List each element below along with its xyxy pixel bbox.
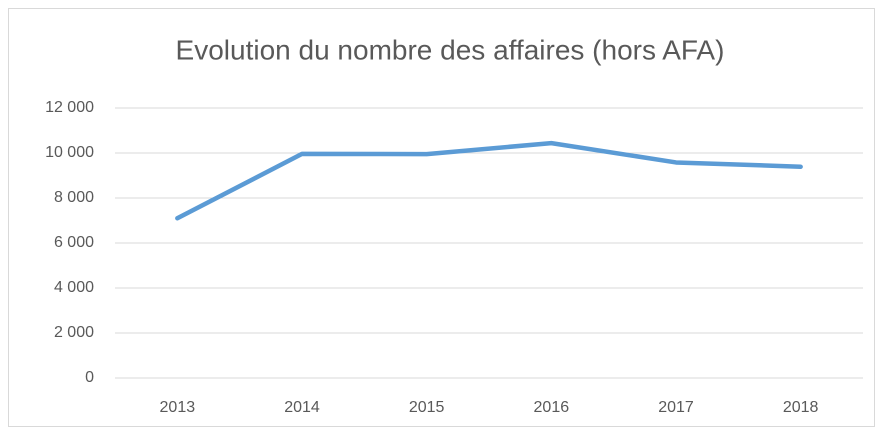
y-tick-label: 2 000 bbox=[54, 324, 94, 341]
series-line bbox=[175, 140, 803, 221]
x-tick-label: 2017 bbox=[658, 399, 694, 416]
x-tick-label: 2016 bbox=[534, 399, 570, 416]
x-tick-label: 2015 bbox=[409, 399, 445, 416]
chart-frame bbox=[8, 8, 875, 427]
y-tick-label: 10 000 bbox=[45, 144, 94, 161]
y-tick-label: 4 000 bbox=[54, 279, 94, 296]
x-tick-label: 2014 bbox=[284, 399, 320, 416]
x-tick-label: 2018 bbox=[783, 399, 819, 416]
chart-title: Evolution du nombre des affaires (hors A… bbox=[176, 34, 725, 65]
x-tick-label: 2013 bbox=[160, 399, 196, 416]
y-tick-label: 0 bbox=[85, 369, 94, 386]
y-tick-label: 6 000 bbox=[54, 234, 94, 251]
y-tick-label: 12 000 bbox=[45, 99, 94, 116]
y-tick-label: 8 000 bbox=[54, 189, 94, 206]
